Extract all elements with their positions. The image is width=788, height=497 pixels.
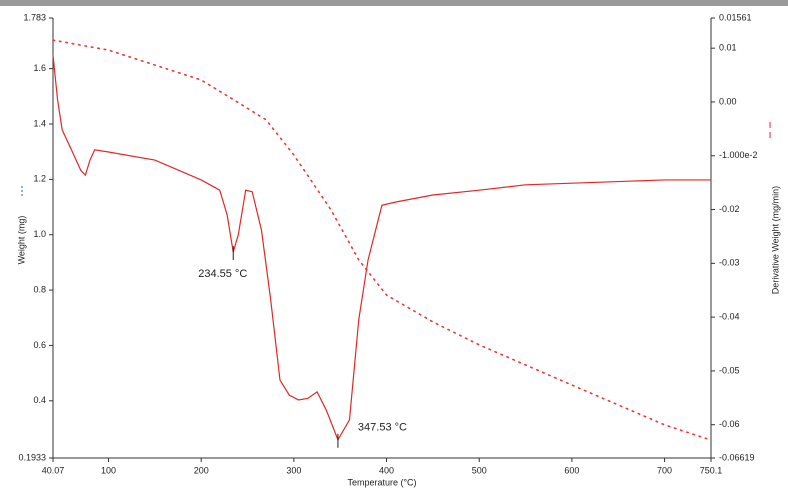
y2-tick-label: 0.01 [719, 43, 737, 53]
y-tick-label: 1.783 [23, 12, 46, 22]
y2-tick-label: -0.02 [719, 204, 740, 214]
y-axis-title: Weight (mg) [16, 216, 26, 265]
y-tick-label: 1.0 [33, 229, 46, 239]
y-tick-label: 0.8 [33, 284, 46, 294]
y2-tick-label: -0.06 [719, 419, 740, 429]
x-tick-label: 200 [194, 465, 209, 475]
top-bar [0, 0, 788, 6]
x-axis-title: Temperature (°C) [347, 477, 416, 487]
y-tick-label: 1.2 [33, 174, 46, 184]
y2-tick-label: 0.00 [719, 96, 737, 106]
annotation: 234.55 °C [198, 268, 247, 280]
y-tick-label: 0.6 [33, 340, 46, 350]
series-line [52, 54, 712, 442]
y-tick-label: 1.6 [33, 63, 46, 73]
annotation: 347.53 °C [358, 422, 407, 434]
y-tick-label: 0.4 [33, 395, 46, 405]
x-tick-label: 100 [101, 465, 116, 475]
x-tick-label: 300 [286, 465, 301, 475]
x-tick-label: 600 [564, 465, 579, 475]
y2-tick-label: -0.04 [719, 311, 740, 321]
x-tick-label: 400 [379, 465, 394, 475]
y2-tick-label: -1.000e-2 [719, 150, 758, 160]
y2-tick-label: -0.06619 [719, 452, 755, 462]
series-line [52, 39, 712, 441]
y-tick-label: 1.4 [33, 118, 46, 128]
y2-axis-title: Derivative Weight (mg/min) [770, 186, 780, 294]
y-tick-label: 0.1933 [18, 452, 46, 462]
x-tick-label: 700 [657, 465, 672, 475]
x-tick-label: 500 [472, 465, 487, 475]
y2-tick-label: -0.05 [719, 365, 740, 375]
x-tick-label: 750.1 [700, 465, 723, 475]
y2-tick-label: 0.01561 [719, 12, 752, 22]
y2-tick-label: -0.03 [719, 258, 740, 268]
x-tick-label: 40.07 [42, 465, 65, 475]
